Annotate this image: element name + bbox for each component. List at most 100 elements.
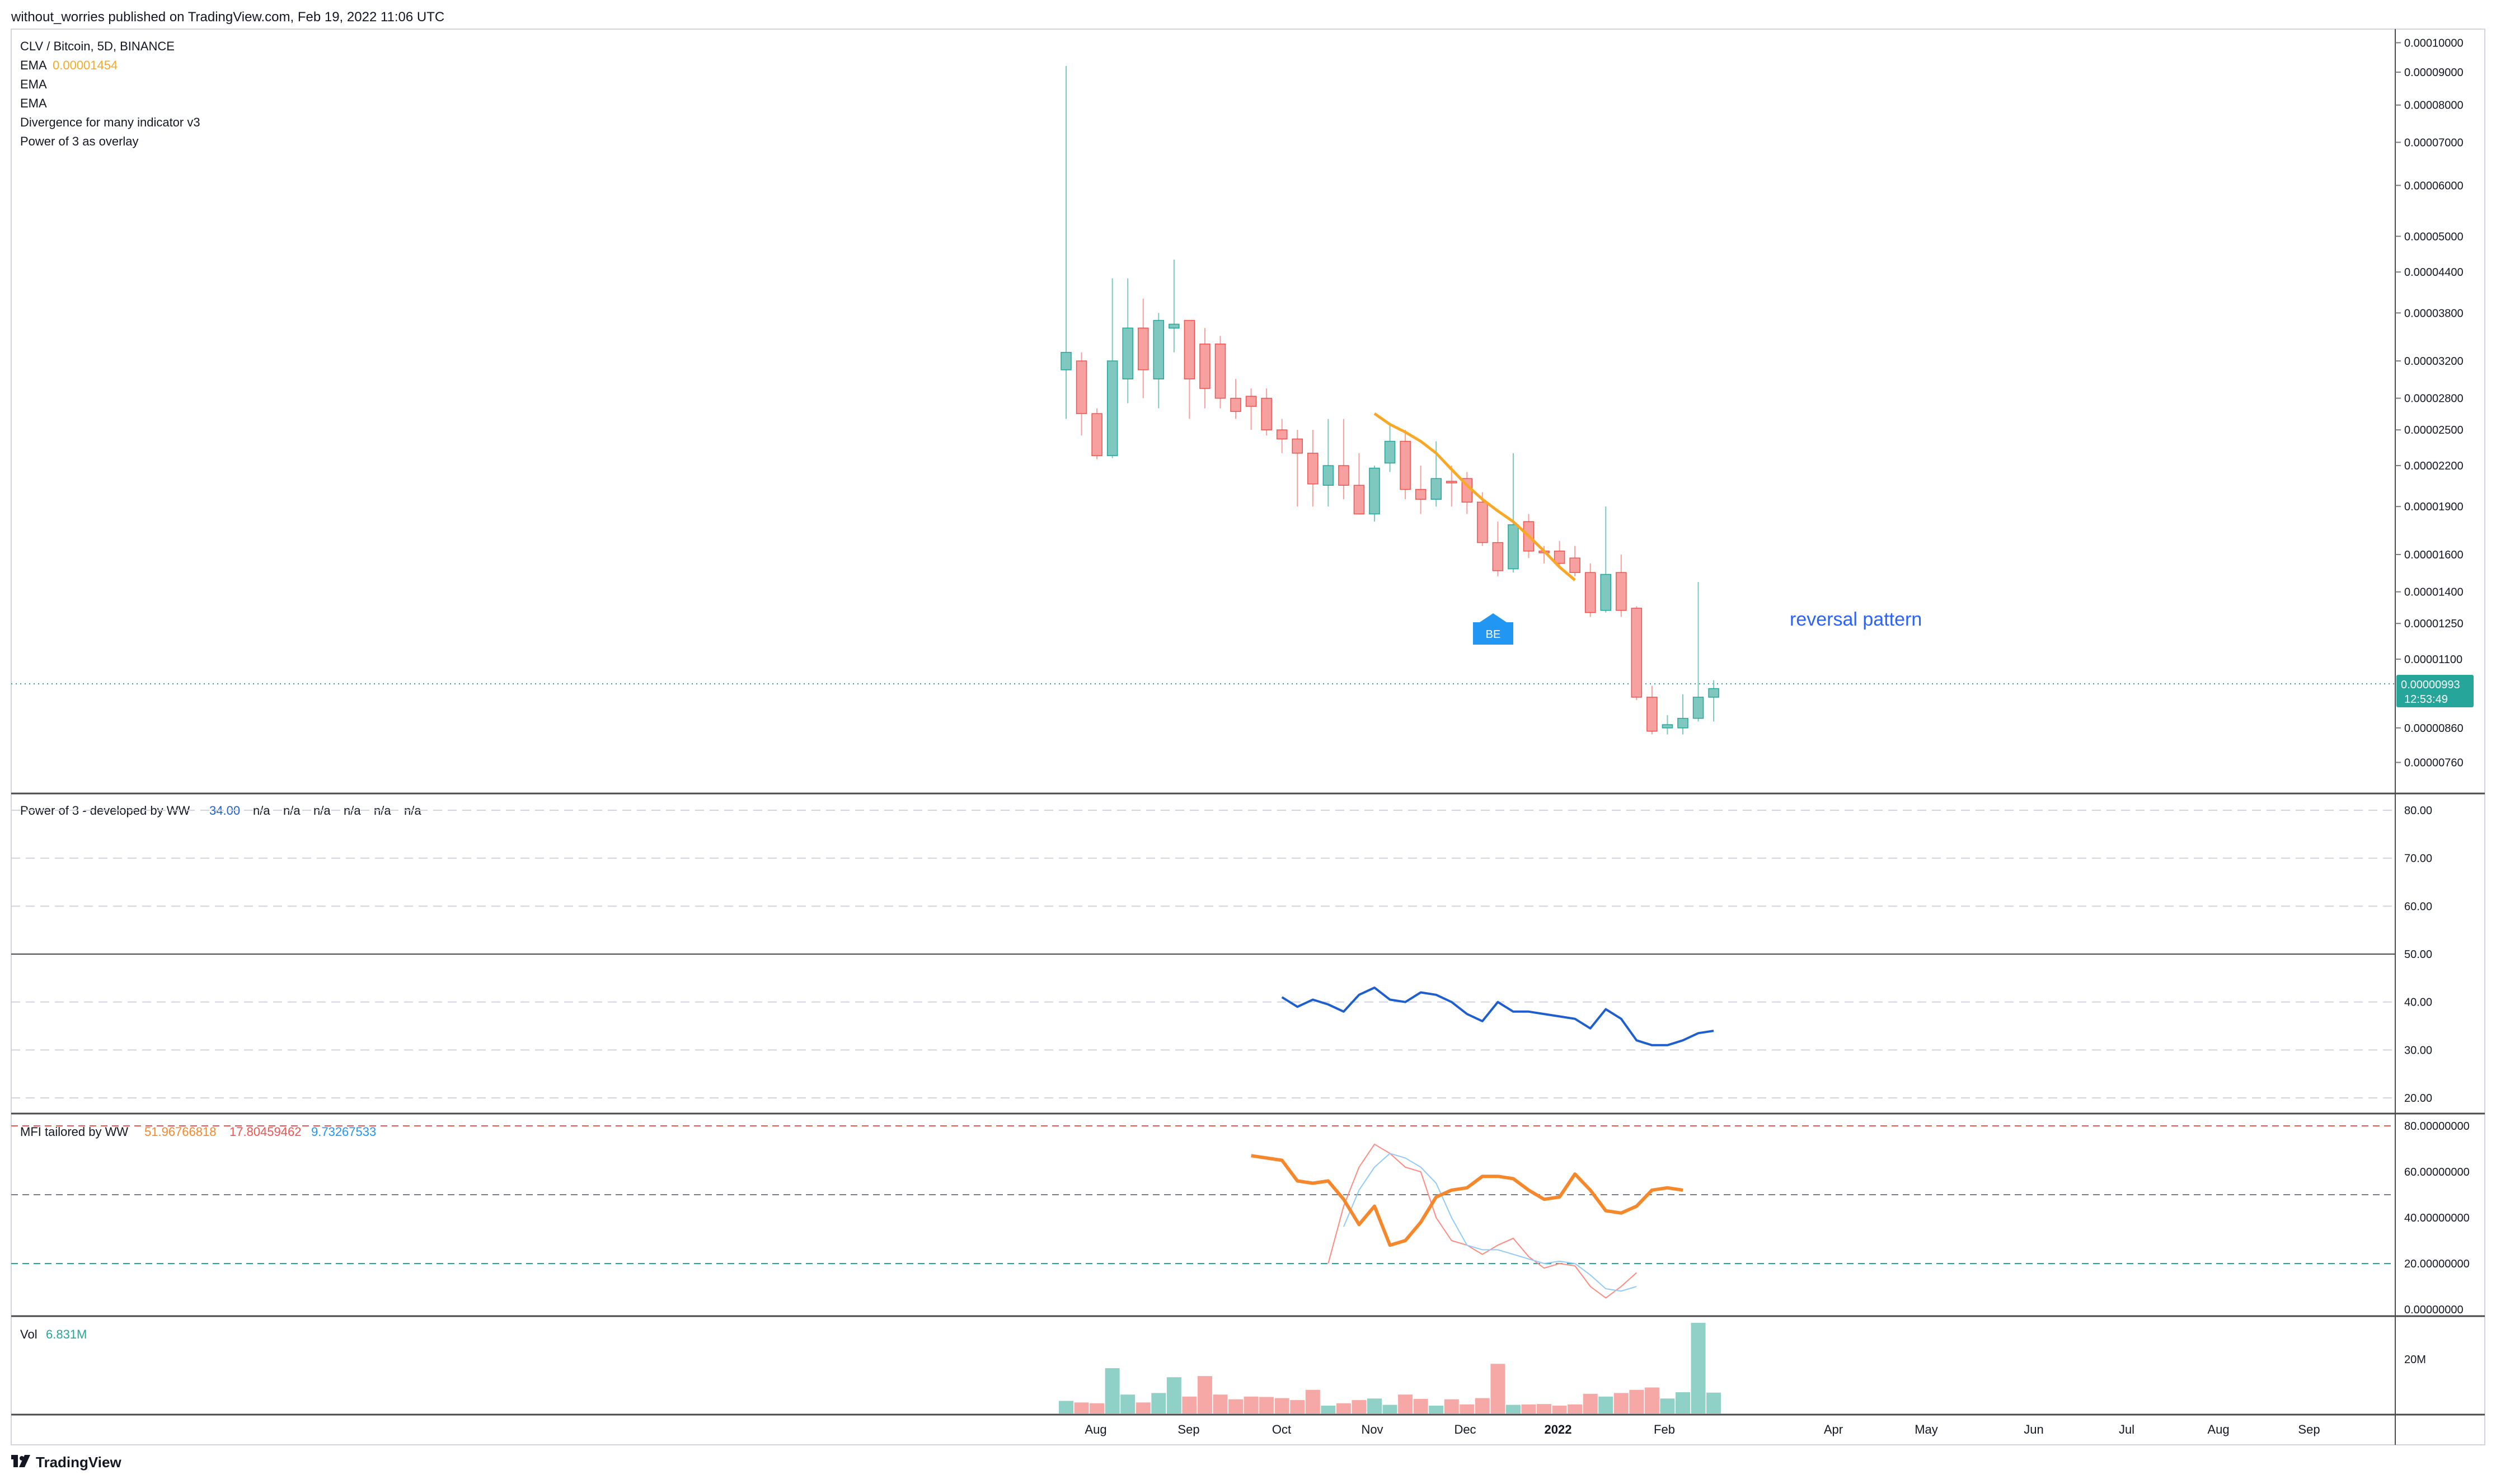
- price-tick-label: 0.00002200: [2404, 460, 2464, 472]
- power3-overlay-label[interactable]: Power of 3 as overlay: [20, 134, 139, 148]
- tradingview-logo[interactable]: TradingView: [11, 1454, 121, 1471]
- be-signal-label[interactable]: BE: [1473, 613, 1513, 645]
- price-scale[interactable]: 0.00010000 0.00009000 0.00008000 0.00007000…: [2395, 37, 2464, 769]
- volume-bar: [1583, 1393, 1598, 1413]
- volume-bar: [1136, 1402, 1151, 1413]
- volume-bar: [1352, 1400, 1367, 1413]
- price-tick-label: 0.00009000: [2404, 67, 2464, 79]
- mfi-title[interactable]: MFI tailored by WW: [20, 1125, 128, 1139]
- power3-tick-label: 20.00: [2404, 1092, 2432, 1105]
- chart-frame: [11, 29, 2485, 1445]
- mfi-gridlines: 80.00000000 60.00000000 40.00000000 20.0000…: [11, 1120, 2470, 1316]
- candle-body: [1169, 323, 1180, 328]
- volume-bar: [1460, 1404, 1475, 1413]
- last-price-badge: 0.00000993 12:53:49: [2396, 675, 2474, 707]
- candle-body: [1322, 465, 1334, 486]
- price-tick-label: 0.00001600: [2404, 549, 2464, 561]
- price-tick-label: 0.00008000: [2404, 100, 2464, 112]
- candle-body: [1692, 697, 1704, 719]
- mfi-value-3: 9.73267533: [311, 1125, 376, 1139]
- divergence-indicator-label[interactable]: Divergence for many indicator v3: [20, 115, 200, 129]
- volume-bar: [1429, 1405, 1444, 1413]
- reversal-pattern-annotation[interactable]: reversal pattern: [1790, 609, 1922, 630]
- ema1-label[interactable]: EMA: [20, 58, 47, 72]
- price-tick-label: 0.00001400: [2404, 586, 2464, 599]
- candle-body: [1569, 557, 1580, 573]
- volume-bar: [1598, 1396, 1613, 1413]
- candle-body: [1076, 360, 1087, 414]
- candle-body: [1353, 485, 1365, 515]
- candle-body: [1138, 327, 1149, 370]
- volume-bar: [1120, 1394, 1136, 1413]
- mfi-tick-label: 60.00000000: [2404, 1166, 2470, 1178]
- price-tick-label: 0.00003200: [2404, 355, 2464, 368]
- time-tick-label: Jul: [2119, 1422, 2134, 1436]
- volume-bar: [1568, 1404, 1583, 1413]
- price-tick-label: 0.00002500: [2404, 424, 2464, 436]
- candle-body: [1245, 396, 1257, 407]
- volume-bar: [1413, 1398, 1428, 1413]
- candle-body: [1307, 453, 1319, 485]
- power3-line: [1281, 987, 1714, 1046]
- candle-body: [1400, 440, 1411, 490]
- volume-bar: [1166, 1377, 1181, 1413]
- mfi-red-line: [1327, 1143, 1637, 1299]
- last-price-value: 0.00000993: [2401, 679, 2460, 691]
- price-tick-label: 0.00007000: [2404, 137, 2464, 149]
- ema2-label[interactable]: EMA: [20, 77, 47, 91]
- volume-title[interactable]: Vol: [20, 1327, 37, 1341]
- volume-bar: [1382, 1405, 1397, 1413]
- volume-series: [1059, 1323, 1721, 1413]
- candle-body: [1184, 320, 1195, 379]
- candle-body: [1646, 697, 1658, 732]
- volume-bar: [1228, 1399, 1244, 1413]
- candle-body: [1276, 429, 1288, 440]
- ema3-label[interactable]: EMA: [20, 96, 47, 110]
- time-tick-label: Aug: [2207, 1422, 2229, 1436]
- volume-bar: [1305, 1389, 1320, 1413]
- mfi-tick-label: 20.00000000: [2404, 1258, 2470, 1270]
- candle-body: [1338, 465, 1349, 486]
- candle-body: [1369, 467, 1380, 515]
- symbol-title[interactable]: CLV / Bitcoin, 5D, BINANCE: [20, 39, 175, 53]
- power3-tick-label: 80.00: [2404, 805, 2432, 817]
- candle-body: [1199, 344, 1211, 389]
- price-tick-label: 0.00002800: [2404, 393, 2464, 405]
- power3-tick-label: 40.00: [2404, 997, 2432, 1009]
- volume-bar: [1552, 1405, 1567, 1413]
- candle-body: [1430, 478, 1442, 500]
- volume-bar: [1259, 1397, 1274, 1413]
- candle-body: [1415, 489, 1427, 500]
- candle-body: [1600, 574, 1611, 611]
- volume-bar: [1213, 1394, 1228, 1413]
- volume-bar: [1537, 1404, 1552, 1413]
- candle-body: [1106, 360, 1118, 456]
- ema1-value: 0.00001454: [53, 58, 118, 72]
- price-tick-label: 0.00001900: [2404, 501, 2464, 513]
- volume-bar: [1367, 1398, 1382, 1413]
- volume-bar: [1398, 1394, 1413, 1413]
- volume-bar: [1613, 1393, 1629, 1413]
- candle-body: [1662, 724, 1673, 729]
- main-legend: CLV / Bitcoin, 5D, BINANCE EMA 0.0000145…: [20, 39, 200, 148]
- time-tick-label: Jun: [2024, 1422, 2043, 1436]
- volume-bar: [1676, 1392, 1690, 1413]
- mfi-legend: MFI tailored by WW 51.96766818 17.804594…: [20, 1125, 376, 1139]
- price-tick-label: 0.00001100: [2404, 654, 2462, 666]
- volume-bar: [1151, 1393, 1166, 1413]
- price-tick-label: 0.00006000: [2404, 180, 2464, 192]
- volume-bar: [1706, 1392, 1721, 1413]
- ema-line: [1373, 412, 1576, 581]
- candle-body: [1477, 501, 1488, 543]
- volume-bar: [1521, 1404, 1536, 1413]
- time-tick-label: May: [1915, 1422, 1938, 1436]
- candle-body: [1508, 524, 1519, 570]
- publish-info: without_worries published on TradingView…: [11, 10, 444, 25]
- tradingview-icon: [11, 1455, 30, 1467]
- time-tick-label: Feb: [1654, 1422, 1675, 1436]
- mfi-value-2: 17.80459462: [229, 1125, 301, 1139]
- volume-bar: [1505, 1405, 1521, 1413]
- time-axis[interactable]: Aug Sep Oct Nov Dec 2022 Feb Apr May Jun Jul Aug Sep: [1085, 1422, 2320, 1436]
- price-tick-label: 0.00000860: [2404, 722, 2464, 735]
